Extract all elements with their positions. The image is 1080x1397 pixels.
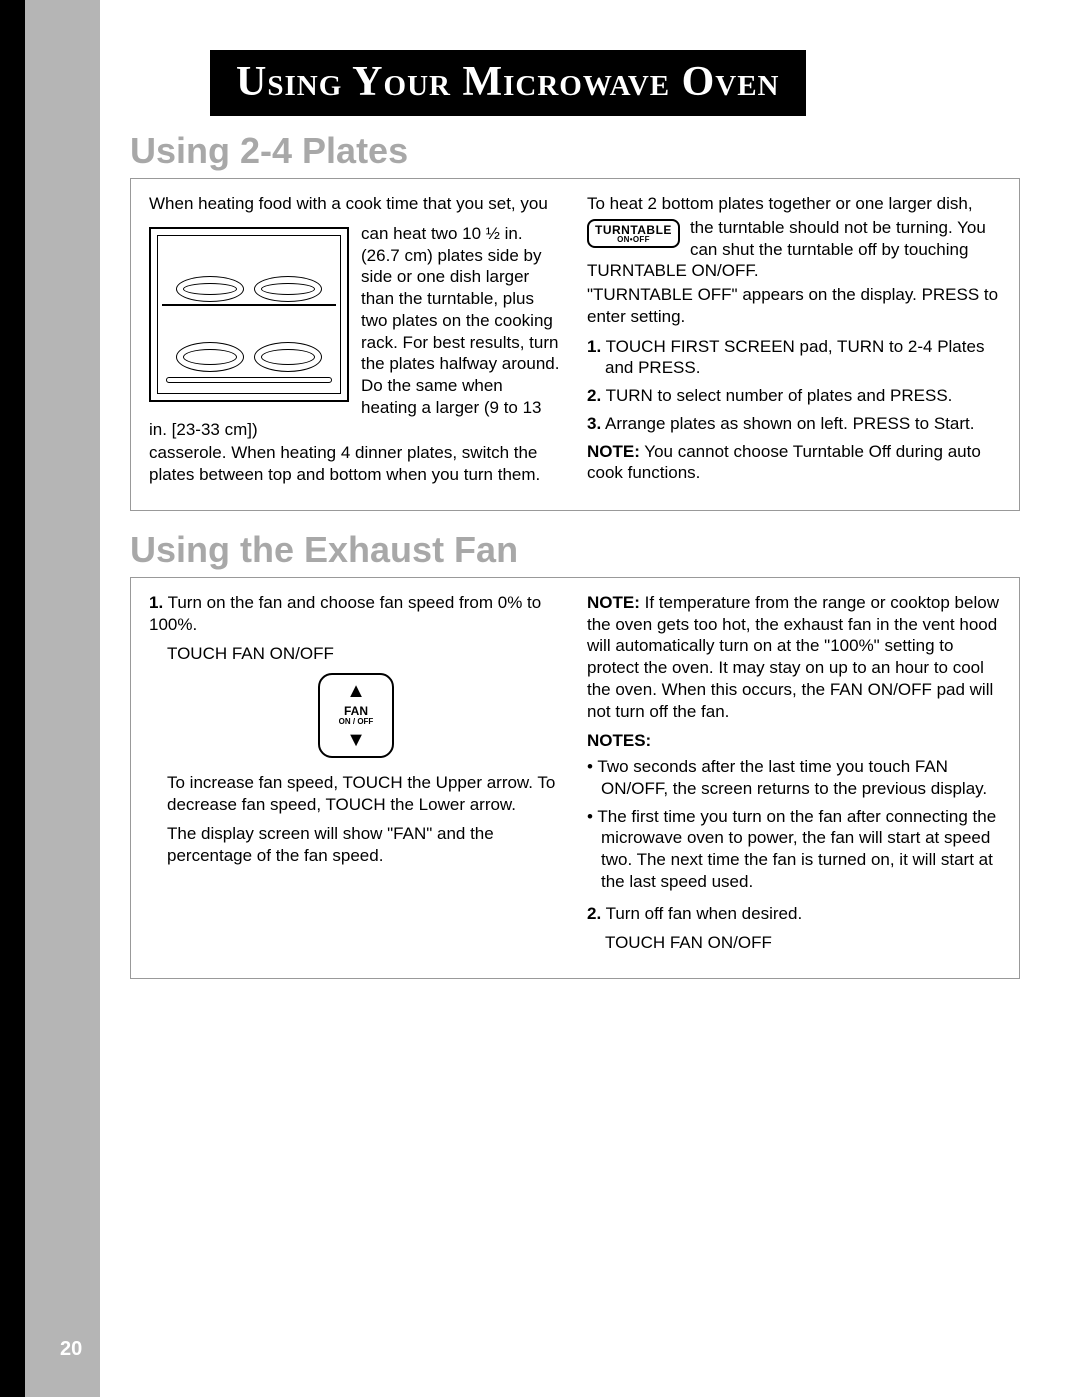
fan-right-column: NOTE: If temperature from the range or c…	[587, 592, 1001, 962]
fan-notes-label: NOTES:	[587, 730, 1001, 752]
turntable-label-bot: ON•OFF	[595, 236, 672, 244]
plates-step-2: 2. TURN to select number of plates and P…	[587, 385, 1001, 407]
plates-step-3-text: Arrange plates as shown on left. PRESS t…	[605, 414, 974, 433]
sidebar-black-strip	[0, 0, 25, 1397]
fan-pad-sublabel: ON / OFF	[320, 718, 392, 726]
fan-note-label: NOTE:	[587, 593, 640, 612]
fan-notes-list: Two seconds after the last time you touc…	[587, 756, 1001, 893]
section-title-plates: Using 2-4 Plates	[130, 130, 1020, 172]
page-content: Using Your Microwave Oven Using 2-4 Plat…	[100, 0, 1060, 997]
fan-step-2: 2. Turn off fan when desired.	[587, 903, 1001, 925]
plates-intro-text: When heating food with a cook time that …	[149, 193, 563, 215]
page-number: 20	[60, 1338, 82, 1361]
turntable-label-top: TURNTABLE	[595, 224, 672, 236]
plates-right-after: "TURNTABLE OFF" appears on the display. …	[587, 284, 1001, 328]
turntable-button-icon: TURNTABLE ON•OFF	[587, 219, 680, 248]
fan-step2-num: 2.	[587, 904, 601, 923]
fan-touch-label-2: TOUCH FAN ON/OFF	[605, 932, 1001, 954]
plates-note-label: NOTE:	[587, 442, 640, 461]
plates-steps-list: 1. TOUCH FIRST SCREEN pad, TURN to 2-4 P…	[587, 336, 1001, 435]
fan-increase-text: To increase fan speed, TOUCH the Upper a…	[167, 772, 563, 816]
plates-step-3: 3. Arrange plates as shown on left. PRES…	[587, 413, 1001, 435]
plates-note: NOTE: You cannot choose Turntable Off du…	[587, 441, 1001, 485]
fan-bullet-2: The first time you turn on the fan after…	[587, 806, 1001, 893]
fan-pad-label: FAN	[320, 705, 392, 718]
microwave-illustration	[149, 227, 349, 402]
plates-step-2-text: TURN to select number of plates and PRES…	[606, 386, 953, 405]
fan-left-column: 1. Turn on the fan and choose fan speed …	[149, 592, 563, 962]
plates-right-intro: To heat 2 bottom plates together or one …	[587, 193, 1001, 215]
section-box-fan: 1. Turn on the fan and choose fan speed …	[130, 577, 1020, 979]
fan-step2-text: Turn off fan when desired.	[601, 904, 802, 923]
fan-down-arrow-icon: ▼	[320, 730, 392, 750]
fan-touch-label: TOUCH FAN ON/OFF	[167, 643, 563, 665]
chapter-banner: Using Your Microwave Oven	[210, 50, 806, 116]
fan-up-arrow-icon: ▲	[320, 681, 392, 701]
fan-pad-icon: ▲ FAN ON / OFF ▼	[318, 673, 394, 758]
fan-bullet-1: Two seconds after the last time you touc…	[587, 756, 1001, 800]
fan-step1-text: Turn on the fan and choose fan speed fro…	[149, 593, 541, 634]
plates-step-1-text: TOUCH FIRST SCREEN pad, TURN to 2-4 Plat…	[605, 337, 984, 378]
plates-after-fig: casserole. When heating 4 dinner plates,…	[149, 442, 563, 486]
section-box-plates: When heating food with a cook time that …	[130, 178, 1020, 511]
fan-step1-num: 1.	[149, 593, 163, 612]
plates-left-column: When heating food with a cook time that …	[149, 193, 563, 494]
fan-display-text: The display screen will show "FAN" and t…	[167, 823, 563, 867]
section-title-fan: Using the Exhaust Fan	[130, 529, 1020, 571]
fan-note-text: If temperature from the range or cooktop…	[587, 593, 999, 721]
fan-step-1: 1. Turn on the fan and choose fan speed …	[149, 592, 563, 636]
plates-note-text: You cannot choose Turntable Off during a…	[587, 442, 981, 483]
plates-right-column: To heat 2 bottom plates together or one …	[587, 193, 1001, 494]
fan-note: NOTE: If temperature from the range or c…	[587, 592, 1001, 723]
plates-step-1: 1. TOUCH FIRST SCREEN pad, TURN to 2-4 P…	[587, 336, 1001, 380]
